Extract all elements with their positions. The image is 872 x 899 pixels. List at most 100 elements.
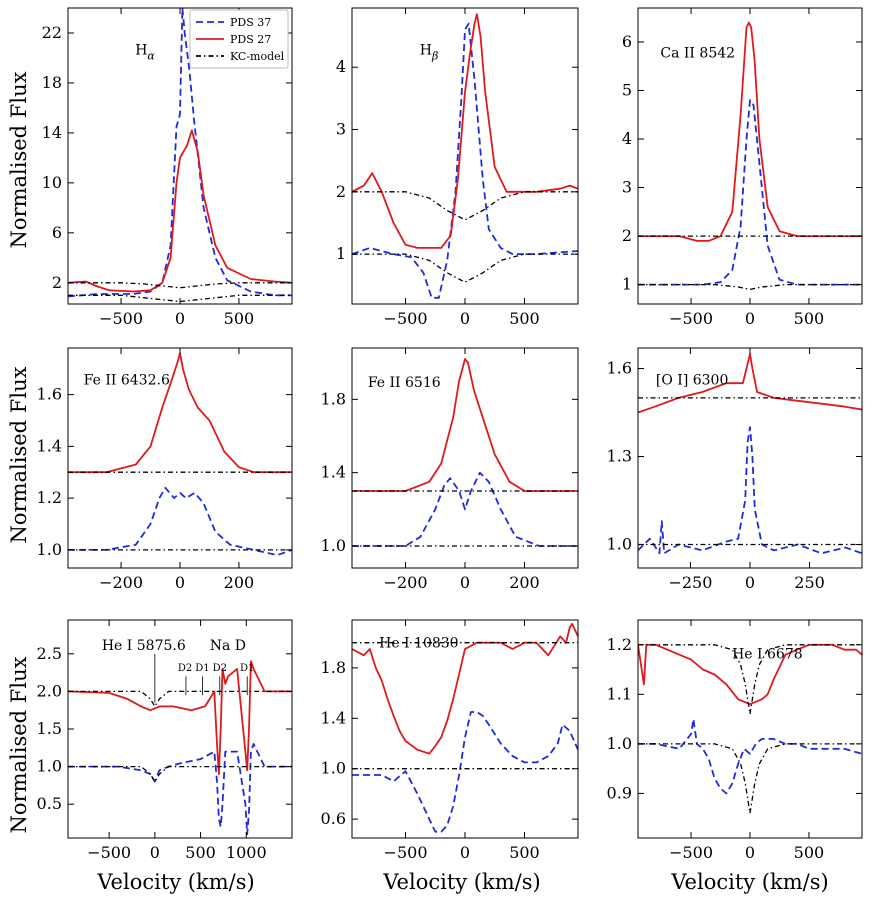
series-kc-model-lower-line	[352, 253, 578, 283]
y-tick-label: 1.4	[321, 463, 346, 482]
y-tick-label: 1.4	[37, 436, 62, 455]
series-group	[638, 643, 862, 814]
series-kc-model-lower-line	[638, 743, 862, 814]
x-tick-label: 500	[224, 309, 255, 328]
series-group	[68, 660, 292, 836]
y-tick-label: 6	[52, 223, 62, 242]
x-tick-label: 1000	[226, 843, 267, 862]
series-pds-37-line	[638, 718, 862, 795]
y-tick-label: 5	[622, 80, 632, 99]
x-tick-label: 0	[460, 573, 470, 592]
legend-label-pds-27: PDS 27	[230, 33, 271, 46]
x-tick-label: 0	[175, 573, 185, 592]
y-tick-label: 4	[336, 57, 346, 76]
annotation-d2: D2	[178, 663, 192, 674]
series-kc-model-upper-line	[638, 644, 862, 715]
series-group	[352, 13, 578, 299]
x-tick-label: −500	[87, 843, 131, 862]
x-tick-label: 0	[745, 573, 755, 592]
series-pds-27-line	[638, 352, 862, 414]
x-tick-label: 500	[185, 843, 216, 862]
y-tick-label: 1.4	[321, 708, 346, 727]
y-tick-label: 1.0	[607, 535, 632, 554]
line-markers: He I 5875.6 Na DD2 D1 D2 D1	[102, 638, 254, 703]
panel-8: −500 0 500 0.6 1.0 1.4 1.8 He I 10830	[321, 619, 579, 862]
series-group	[68, 8, 292, 303]
y-tick-label: 1.0	[37, 757, 62, 776]
series-kc-model-upper-line	[352, 191, 578, 221]
panel-title-subscript: α	[147, 49, 155, 62]
y-tick-label: 3	[622, 178, 632, 197]
panel-9: −500 0 500 0.9 1.0 1.1 1.2 He I 6678	[607, 619, 863, 862]
y-tick-label: 4	[622, 129, 632, 148]
annotation-d1: D1	[195, 663, 209, 674]
panel-title: [O I] 6300	[656, 373, 728, 389]
series-kc-model-lower-line	[68, 294, 292, 303]
y-tick-label: 6	[622, 32, 632, 51]
y-tick-label: 1.8	[321, 658, 346, 677]
x-tick-label: 0	[745, 843, 755, 862]
series-kc-model-upper-line	[68, 282, 292, 289]
legend-label-kc-model: KC-model	[230, 50, 285, 63]
panel-3: −500 0 500 1 2 3 4 5 6 Ca II 8542	[622, 7, 863, 328]
y-tick-label: 1.6	[607, 359, 632, 378]
legend-frame	[189, 9, 289, 69]
series-pds-27-line	[352, 622, 578, 755]
x-tick-label: 0	[460, 309, 470, 328]
panel-title: He I 10830	[379, 636, 458, 652]
y-tick-label: 3	[336, 120, 346, 139]
y-axis-label-bottom: Normalised Flux	[7, 656, 31, 833]
x-tick-label: 500	[794, 309, 825, 328]
panel-title: Hβ	[420, 42, 439, 62]
x-tick-label: −200	[99, 573, 143, 592]
y-tick-label: 22	[42, 23, 62, 42]
y-tick-label: 2.5	[37, 644, 62, 663]
series-kc-model-lower-line	[68, 765, 292, 783]
panel-title: Hα	[135, 42, 155, 62]
series-pds-27-line	[352, 13, 578, 249]
y-tick-label: 1.0	[607, 734, 632, 753]
series-kc-model-lower-line	[638, 283, 862, 291]
panel-1: −500 0 500 2 6 10 14 18 22 Hα	[42, 7, 293, 328]
series-pds-27-line	[352, 358, 578, 492]
plot-frame	[351, 7, 579, 305]
y-tick-label: 1.2	[607, 635, 632, 654]
x-tick-label: −250	[668, 573, 712, 592]
series-group	[638, 21, 862, 291]
y-tick-label: 2	[336, 182, 346, 201]
x-tick-label: 500	[794, 843, 825, 862]
panel-6: −250 0 250 1.0 1.3 1.6 [O I] 6300	[607, 347, 863, 592]
panel-title: Fe II 6516	[368, 375, 441, 391]
y-tick-label: 1.2	[37, 488, 62, 507]
series-pds-37-line	[352, 711, 578, 833]
x-axis-label-center: Velocity (km/s)	[382, 870, 540, 894]
series-pds-37-line	[638, 426, 862, 555]
x-tick-label: 500	[509, 309, 540, 328]
x-tick-label: −500	[669, 309, 713, 328]
y-tick-label: 1.8	[321, 389, 346, 408]
x-tick-label: −200	[384, 573, 428, 592]
y-tick-label: 0.5	[37, 794, 62, 813]
series-pds-37-line	[68, 8, 292, 298]
annotation-na-d: Na D	[210, 638, 246, 654]
x-tick-label: 200	[509, 573, 540, 592]
y-tick-label: 10	[42, 173, 62, 192]
y-tick-label: 14	[42, 123, 62, 142]
x-tick-label: 500	[509, 843, 540, 862]
y-tick-label: 2.0	[37, 681, 62, 700]
series-pds-37-line	[68, 743, 292, 836]
y-tick-label: 1.6	[37, 385, 62, 404]
x-tick-label: 250	[794, 573, 825, 592]
series-pds-27-line	[68, 129, 292, 293]
legend: PDS 37 PDS 27 KC-model	[189, 9, 289, 69]
series-group	[352, 622, 578, 833]
y-tick-label: 2	[622, 226, 632, 245]
panel-2: −500 0 500 1 2 3 4 Hβ	[336, 7, 579, 328]
y-tick-label: 18	[42, 73, 62, 92]
x-tick-label: 0	[745, 309, 755, 328]
x-tick-label: 0	[460, 843, 470, 862]
annotation-he-i-5875-6: He I 5875.6	[102, 638, 186, 654]
series-pds-27-line	[638, 21, 862, 242]
